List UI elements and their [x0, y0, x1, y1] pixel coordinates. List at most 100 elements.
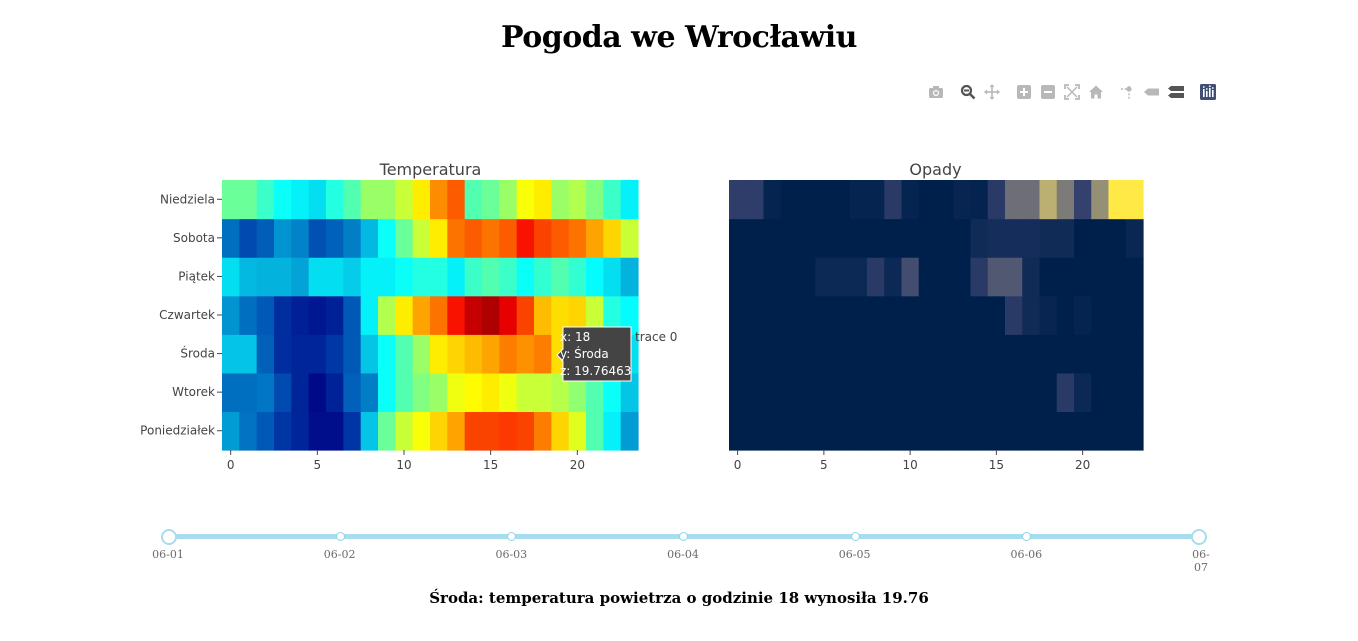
- heatmap-cell[interactable]: [516, 257, 535, 297]
- heatmap-cell[interactable]: [499, 295, 518, 335]
- slider-label-06-01[interactable]: 06-01: [152, 548, 184, 561]
- heatmap-cell[interactable]: [378, 218, 396, 258]
- heatmap-cell[interactable]: [970, 218, 989, 258]
- heatmap-cell[interactable]: [308, 295, 327, 335]
- heatmap-cell[interactable]: [884, 295, 903, 335]
- heatmap-cell[interactable]: [499, 411, 518, 451]
- heatmap-cell[interactable]: [867, 257, 885, 297]
- heatmap-cell[interactable]: [1039, 257, 1058, 297]
- heatmap-cell[interactable]: [867, 411, 885, 451]
- slider-step-06-03[interactable]: [507, 532, 517, 541]
- heatmap-cell[interactable]: [953, 257, 972, 297]
- heatmap-cell[interactable]: [499, 180, 518, 220]
- heatmap-cell[interactable]: [239, 218, 258, 258]
- heatmap-cell[interactable]: [1074, 372, 1092, 413]
- heatmap-cell[interactable]: [1091, 334, 1110, 374]
- heatmap-cell[interactable]: [603, 295, 622, 335]
- heatmap-cell[interactable]: [1125, 411, 1144, 451]
- heatmap-cell[interactable]: [620, 257, 639, 297]
- heatmap-cell[interactable]: [746, 180, 765, 220]
- heatmap-cell[interactable]: [326, 372, 344, 413]
- heatmap-cell[interactable]: [499, 372, 518, 413]
- heatmap-cell[interactable]: [430, 218, 448, 258]
- heatmap-cell[interactable]: [918, 372, 937, 413]
- heatmap-cell[interactable]: [291, 411, 310, 451]
- heatmap-cell[interactable]: [746, 372, 765, 413]
- heatmap-cell[interactable]: [343, 334, 362, 374]
- heatmap-cell[interactable]: [763, 372, 782, 413]
- heatmap-cell[interactable]: [447, 334, 466, 374]
- heatmap-cell[interactable]: [1005, 411, 1023, 451]
- heatmap-cell[interactable]: [901, 218, 920, 258]
- heatmap-cell[interactable]: [430, 411, 448, 451]
- heatmap-cell[interactable]: [1039, 295, 1058, 335]
- heatmap-cell[interactable]: [1108, 295, 1127, 335]
- heatmap-cell[interactable]: [867, 372, 885, 413]
- heatmap-cell[interactable]: [568, 372, 587, 413]
- heatmap-cell[interactable]: [832, 372, 851, 413]
- heatmap-cell[interactable]: [832, 295, 851, 335]
- heatmap-cell[interactable]: [551, 257, 570, 297]
- spike-lines-icon[interactable]: [1118, 82, 1138, 102]
- heatmap-cell[interactable]: [901, 411, 920, 451]
- heatmap-cell[interactable]: [464, 295, 483, 335]
- heatmap-cell[interactable]: [499, 257, 518, 297]
- heatmap-cell[interactable]: [516, 411, 535, 451]
- heatmap-cell[interactable]: [430, 372, 448, 413]
- heatmap-cell[interactable]: [780, 180, 799, 220]
- heatmap-cell[interactable]: [308, 180, 327, 220]
- heatmap-cell[interactable]: [534, 180, 552, 220]
- heatmap-cell[interactable]: [274, 218, 292, 258]
- heatmap-cell[interactable]: [849, 180, 868, 220]
- heatmap-cell[interactable]: [1074, 295, 1092, 335]
- heatmap-cell[interactable]: [343, 257, 362, 297]
- heatmap-cell[interactable]: [551, 180, 570, 220]
- heatmap-cell[interactable]: [551, 411, 570, 451]
- heatmap-cell[interactable]: [343, 180, 362, 220]
- heatmap-cell[interactable]: [1091, 218, 1110, 258]
- heatmap-cell[interactable]: [884, 411, 903, 451]
- heatmap-cell[interactable]: [953, 180, 972, 220]
- heatmap-cell[interactable]: [1005, 372, 1023, 413]
- heatmap-cell[interactable]: [620, 295, 639, 335]
- heatmap-temperatura[interactable]: [222, 180, 639, 451]
- heatmap-cell[interactable]: [746, 411, 765, 451]
- heatmap-cell[interactable]: [447, 218, 466, 258]
- heatmap-cell[interactable]: [343, 411, 362, 451]
- heatmap-cell[interactable]: [395, 334, 414, 374]
- heatmap-cell[interactable]: [516, 180, 535, 220]
- heatmap-cell[interactable]: [291, 218, 310, 258]
- heatmap-cell[interactable]: [620, 218, 639, 258]
- heatmap-cell[interactable]: [534, 257, 552, 297]
- heatmap-cell[interactable]: [534, 372, 552, 413]
- heatmap-cell[interactable]: [534, 411, 552, 451]
- heatmap-cell[interactable]: [291, 180, 310, 220]
- heatmap-cell[interactable]: [378, 372, 396, 413]
- heatmap-cell[interactable]: [815, 334, 834, 374]
- heatmap-cell[interactable]: [239, 295, 258, 335]
- zoom-in-icon[interactable]: [1014, 82, 1034, 102]
- heatmap-cell[interactable]: [1056, 411, 1075, 451]
- heatmap-cell[interactable]: [378, 411, 396, 451]
- camera-icon[interactable]: [926, 82, 946, 102]
- heatmap-cell[interactable]: [1056, 334, 1075, 374]
- heatmap-cell[interactable]: [586, 180, 604, 220]
- heatmap-cell[interactable]: [987, 334, 1006, 374]
- heatmap-cell[interactable]: [274, 372, 292, 413]
- heatmap-cell[interactable]: [326, 334, 344, 374]
- slider-handle[interactable]: [161, 529, 177, 545]
- heatmap-cell[interactable]: [516, 372, 535, 413]
- heatmap-cell[interactable]: [239, 180, 258, 220]
- heatmap-cell[interactable]: [308, 334, 327, 374]
- zoom-out-icon[interactable]: [1038, 82, 1058, 102]
- slider-label-06-06[interactable]: 06-06: [1010, 548, 1043, 561]
- heatmap-cell[interactable]: [395, 372, 414, 413]
- heatmap-cell[interactable]: [1091, 372, 1110, 413]
- heatmap-cell[interactable]: [395, 257, 414, 297]
- heatmap-cell[interactable]: [620, 411, 639, 451]
- heatmap-cell[interactable]: [1039, 334, 1058, 374]
- heatmap-cell[interactable]: [884, 372, 903, 413]
- heatmap-cell[interactable]: [901, 372, 920, 413]
- heatmap-cell[interactable]: [970, 257, 989, 297]
- heatmap-cell[interactable]: [1056, 218, 1075, 258]
